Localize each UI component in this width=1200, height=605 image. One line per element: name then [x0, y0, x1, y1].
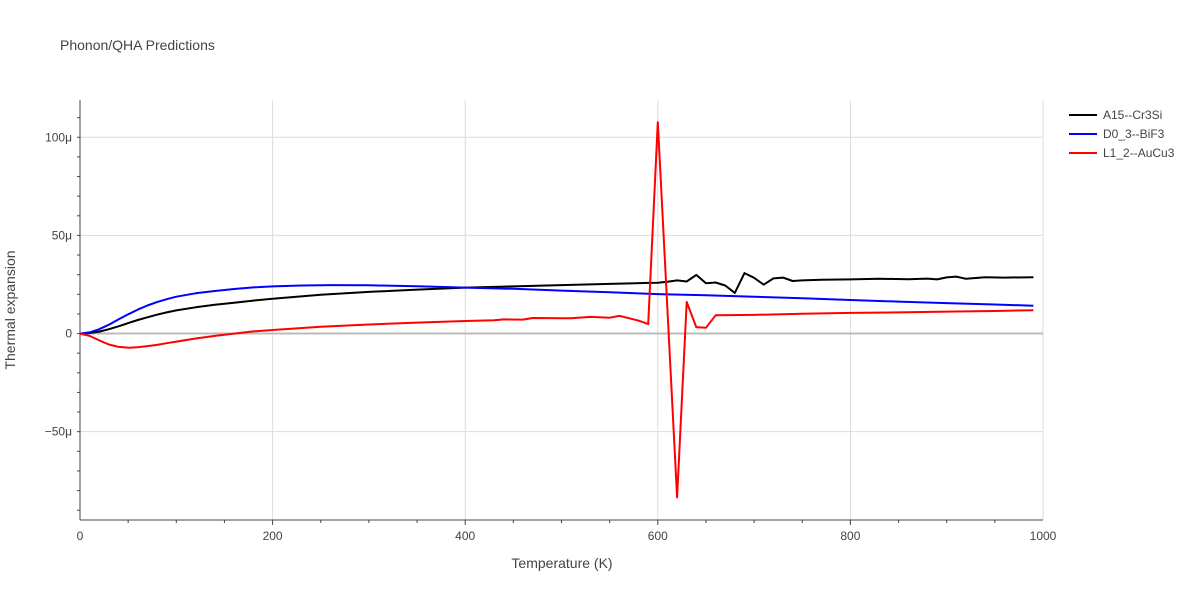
series-line-a15-cr3si — [79, 272, 1034, 335]
legend[interactable]: A15--Cr3Si D0_3--BiF3 L1_2--AuCu3 — [1069, 108, 1175, 160]
legend-item-l1-2-aucu3[interactable]: L1_2--AuCu3 — [1069, 146, 1175, 160]
y-tick-label: 50μ — [52, 228, 72, 242]
y-axis-title: Thermal expansion — [2, 250, 18, 369]
legend-item-a15-cr3si[interactable]: A15--Cr3Si — [1069, 108, 1162, 122]
grid — [80, 100, 1044, 520]
x-tick-label: 200 — [263, 529, 283, 543]
legend-label: L1_2--AuCu3 — [1103, 146, 1175, 160]
y-tick-label: 0 — [65, 327, 72, 341]
x-axis-title: Temperature (K) — [511, 555, 612, 571]
legend-label: D0_3--BiF3 — [1103, 127, 1165, 141]
chart-title: Phonon/QHA Predictions — [60, 37, 215, 53]
axes: 0 200 400 600 800 1000 −50μ 0 50μ 100μ — [45, 100, 1057, 543]
legend-item-d0-3-bif3[interactable]: D0_3--BiF3 — [1069, 127, 1165, 141]
series-line-l1-2-aucu3 — [79, 121, 1034, 499]
x-tick-label: 400 — [455, 529, 475, 543]
y-tick-label: 100μ — [45, 130, 72, 144]
series-line-d0-3-bif3 — [79, 284, 1034, 335]
x-tick-label: 0 — [77, 529, 84, 543]
x-tick-label: 1000 — [1030, 529, 1057, 543]
x-tick-label: 600 — [648, 529, 668, 543]
series-group — [79, 121, 1034, 499]
legend-label: A15--Cr3Si — [1103, 108, 1162, 122]
y-tick-label: −50μ — [45, 425, 72, 439]
x-tick-label: 800 — [840, 529, 860, 543]
